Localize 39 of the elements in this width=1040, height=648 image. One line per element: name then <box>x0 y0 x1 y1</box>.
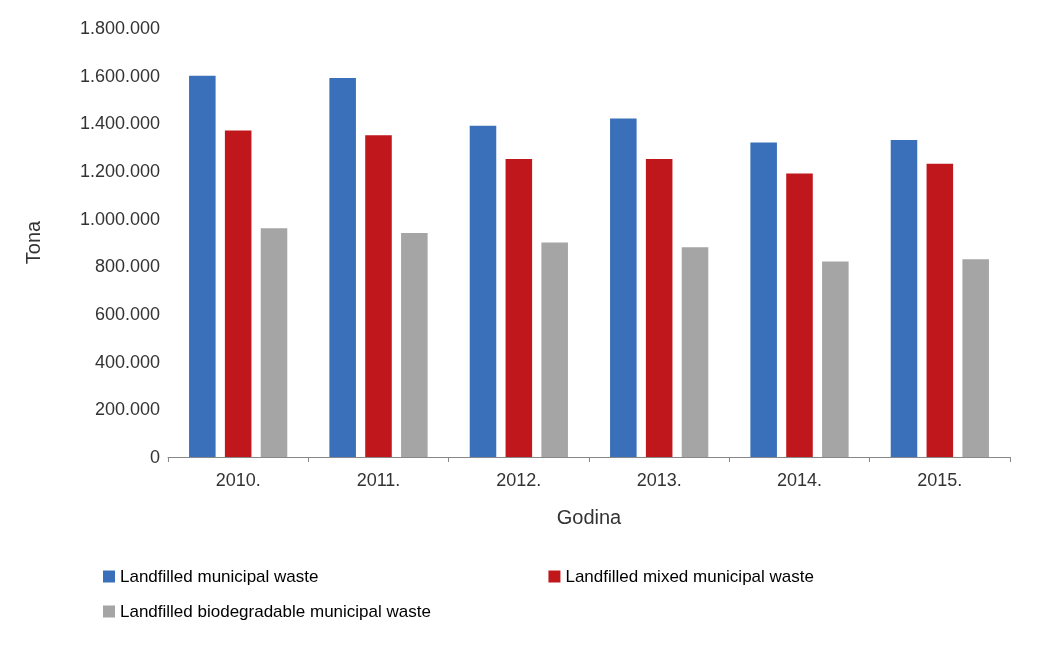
bar <box>822 261 849 457</box>
bar <box>329 78 356 457</box>
bar <box>890 140 918 457</box>
bar <box>224 130 252 457</box>
bar <box>401 232 428 457</box>
bar <box>469 125 497 457</box>
x-tick-label: 2013. <box>636 470 682 490</box>
x-tick-label: 2012. <box>496 470 542 490</box>
legend-label: Landfilled biodegradable municipal waste <box>120 602 431 621</box>
bar <box>786 173 813 457</box>
y-tick-label: 1.000.000 <box>79 208 160 229</box>
bar <box>610 118 637 457</box>
bar <box>962 259 989 457</box>
y-tick-label: 1.600.000 <box>79 65 160 86</box>
bar <box>541 242 568 457</box>
bar <box>260 228 288 457</box>
y-tick-label: 0 <box>149 447 160 467</box>
legend-label: Landfilled mixed municipal waste <box>565 567 814 586</box>
bar <box>750 142 777 457</box>
bar <box>681 247 709 457</box>
y-tick-label: 800.000 <box>94 256 160 277</box>
y-tick-label: 400.000 <box>94 351 160 372</box>
y-axis-title: Tona <box>22 219 44 265</box>
x-tick-label: 2010. <box>215 470 261 490</box>
x-tick-label: 2011. <box>356 470 401 490</box>
y-tick-label: 1.800.000 <box>79 18 160 38</box>
x-tick-label: 2014. <box>776 470 823 490</box>
bar <box>645 159 673 457</box>
bar <box>505 159 533 457</box>
y-tick-label: 600.000 <box>94 304 160 324</box>
legend-label: Landfilled municipal waste <box>120 567 319 586</box>
y-tick-label: 1.400.000 <box>79 113 160 134</box>
y-tick-label: 200.000 <box>94 399 160 420</box>
y-tick-label: 1.200.000 <box>79 161 160 181</box>
x-axis-title: Godina <box>556 506 623 528</box>
bar <box>365 135 392 457</box>
bar <box>926 163 954 457</box>
x-tick-label: 2015. <box>917 470 963 490</box>
bar <box>189 75 216 457</box>
